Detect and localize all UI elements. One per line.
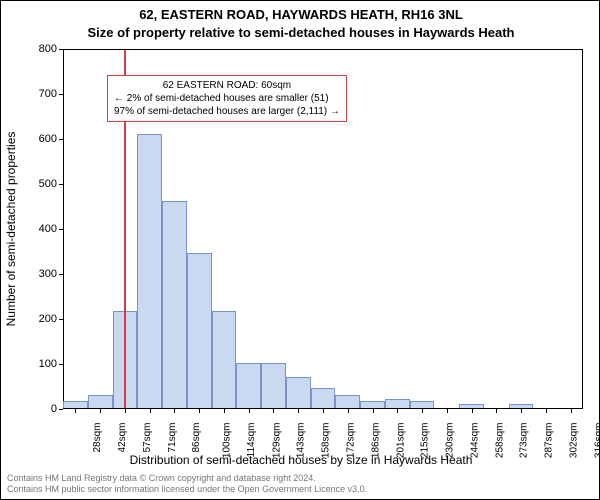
y-tick	[59, 274, 63, 275]
y-axis-label: Number of semi-detached properties	[4, 132, 18, 327]
y-tick	[59, 139, 63, 140]
y-tick	[59, 94, 63, 95]
x-tick	[298, 409, 299, 413]
x-tick	[199, 409, 200, 413]
x-tick	[397, 409, 398, 413]
info-box-line: ← 2% of semi-detached houses are smaller…	[114, 92, 340, 105]
x-tick	[472, 409, 473, 413]
x-tick-label: 28sqm	[92, 423, 103, 453]
histogram-bar	[137, 134, 162, 409]
y-tick	[59, 49, 63, 50]
y-tick-label: 100	[39, 358, 57, 370]
x-tick-label: 86sqm	[191, 423, 202, 453]
x-tick	[249, 409, 250, 413]
x-tick-label: 42sqm	[117, 423, 128, 453]
x-tick	[546, 409, 547, 413]
x-tick	[496, 409, 497, 413]
x-tick-label: 57sqm	[142, 423, 153, 453]
plot-area: 28sqm42sqm57sqm71sqm86sqm100sqm114sqm129…	[63, 49, 583, 409]
histogram-bar	[459, 404, 484, 408]
property-info-box: 62 EASTERN ROAD: 60sqm← 2% of semi-detac…	[107, 75, 347, 122]
y-tick	[59, 229, 63, 230]
y-tick	[59, 364, 63, 365]
histogram-bar	[509, 404, 534, 408]
histogram-bar	[236, 363, 261, 408]
histogram-bar	[187, 253, 212, 408]
y-tick-label: 700	[39, 88, 57, 100]
histogram-bar	[311, 388, 336, 408]
chart-container: 62, EASTERN ROAD, HAYWARDS HEATH, RH16 3…	[0, 0, 600, 500]
x-tick	[348, 409, 349, 413]
x-tick	[571, 409, 572, 413]
y-tick-label: 300	[39, 268, 57, 280]
histogram-bar	[88, 395, 113, 409]
histogram-bar	[360, 401, 385, 408]
x-tick	[125, 409, 126, 413]
x-axis-label: Distribution of semi-detached houses by …	[1, 453, 600, 467]
y-tick	[59, 319, 63, 320]
x-tick	[323, 409, 324, 413]
x-tick	[521, 409, 522, 413]
info-box-line: 62 EASTERN ROAD: 60sqm	[114, 79, 340, 92]
x-tick	[422, 409, 423, 413]
y-tick-label: 600	[39, 133, 57, 145]
footer-line2: Contains HM public sector information li…	[7, 484, 367, 495]
chart-title-line2: Size of property relative to semi-detach…	[1, 25, 600, 40]
y-tick-label: 400	[39, 223, 57, 235]
x-tick	[150, 409, 151, 413]
footer-line1: Contains HM Land Registry data © Crown c…	[7, 473, 367, 484]
x-tick	[373, 409, 374, 413]
y-tick	[59, 184, 63, 185]
histogram-bar	[385, 399, 410, 408]
histogram-bar	[162, 201, 187, 408]
histogram-bar	[286, 377, 311, 409]
x-tick	[224, 409, 225, 413]
histogram-bar	[63, 401, 88, 408]
histogram-bar	[212, 311, 237, 408]
y-tick-label: 0	[51, 403, 57, 415]
y-tick-label: 800	[39, 43, 57, 55]
x-tick-label: 71sqm	[167, 423, 178, 453]
y-tick	[59, 409, 63, 410]
footer-attribution: Contains HM Land Registry data © Crown c…	[7, 473, 367, 495]
histogram-bar	[410, 401, 435, 408]
histogram-bar	[335, 395, 360, 409]
x-tick	[100, 409, 101, 413]
y-tick-label: 200	[39, 313, 57, 325]
histogram-bar	[261, 363, 286, 408]
info-box-line: 97% of semi-detached houses are larger (…	[114, 105, 340, 118]
x-tick	[75, 409, 76, 413]
x-tick	[273, 409, 274, 413]
x-tick	[447, 409, 448, 413]
y-tick-label: 500	[39, 178, 57, 190]
chart-title-line1: 62, EASTERN ROAD, HAYWARDS HEATH, RH16 3…	[1, 7, 600, 22]
x-tick	[174, 409, 175, 413]
